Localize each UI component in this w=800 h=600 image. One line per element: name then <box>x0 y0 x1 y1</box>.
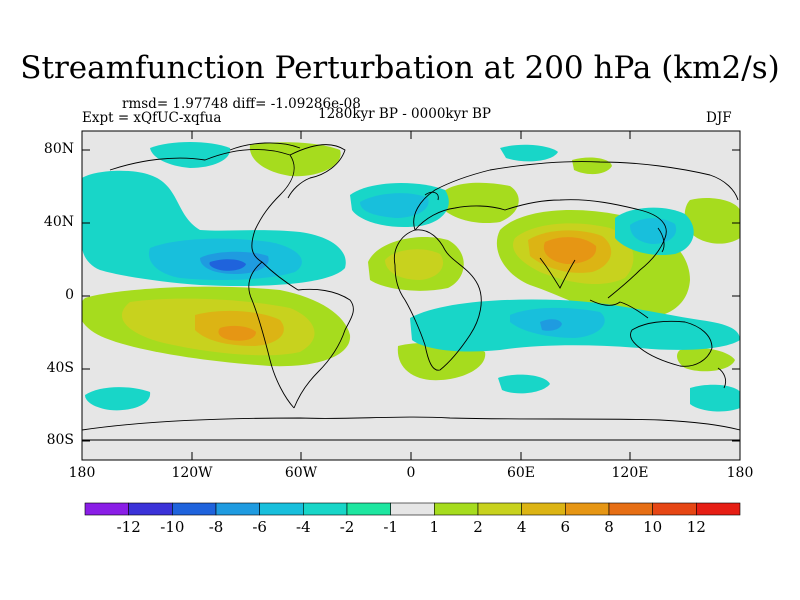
colorbar-swatch <box>608 502 653 516</box>
field-region <box>440 182 519 224</box>
coastline <box>424 191 439 201</box>
field-region <box>498 374 550 394</box>
colorbar-label: -2 <box>339 518 355 536</box>
coastline <box>717 367 727 389</box>
field-region <box>360 193 429 218</box>
lat-label-40n: 40N <box>43 214 74 230</box>
colorbar-swatch <box>303 502 348 516</box>
colorbar-label: 6 <box>560 518 571 536</box>
colorbar-swatch <box>521 502 566 516</box>
coastline <box>589 299 649 319</box>
lon-label-120w: 120W <box>171 465 213 481</box>
field-region <box>540 319 562 331</box>
coastline <box>82 416 740 431</box>
colorbar-label: -8 <box>208 518 224 536</box>
coastline <box>229 142 301 151</box>
colorbar-label: 8 <box>604 518 614 536</box>
lat-tick-marks <box>82 149 740 442</box>
colorbar-swatch <box>477 502 522 516</box>
colorbar-swatch <box>696 502 741 516</box>
contour-fills <box>82 142 740 412</box>
chart-title: Streamfunction Perturbation at 200 hPa (… <box>20 50 780 86</box>
lat-label-equator: 0 <box>65 287 74 303</box>
colorbar-swatch <box>84 502 129 516</box>
colorbar-swatch <box>565 502 610 516</box>
lat-label-80s: 80S <box>46 432 74 448</box>
coastline <box>393 229 482 371</box>
colorbar-swatch <box>652 502 697 516</box>
field-region <box>150 142 231 168</box>
field-region <box>218 325 256 341</box>
field-region <box>543 237 597 264</box>
colorbar-swatch <box>346 502 391 516</box>
season-label: DJF <box>706 110 732 126</box>
colorbar-label: 2 <box>473 518 483 536</box>
coastline <box>629 320 713 367</box>
field-region <box>690 384 740 412</box>
field-region <box>385 249 444 280</box>
colorbar-label: 1 <box>429 518 440 536</box>
lat-label-40s: 40S <box>46 360 74 376</box>
coastline <box>248 261 295 409</box>
period-label: 1280kyr BP - 0000kyr BP <box>318 106 491 122</box>
colorbar-swatch <box>172 502 217 516</box>
lon-label-180w: 180 <box>68 465 96 481</box>
colorbar-label: 4 <box>516 518 527 536</box>
colorbar-label: -1 <box>383 518 398 536</box>
coastline <box>414 199 667 299</box>
colorbar-label: 12 <box>686 518 706 536</box>
field-region <box>85 387 151 411</box>
field-region <box>684 198 740 244</box>
coastline <box>657 227 665 253</box>
colorbar-label: -12 <box>116 518 141 536</box>
lat-label-80n: 80N <box>43 141 74 157</box>
colorbar-label: -10 <box>160 518 185 536</box>
colorbar-swatch <box>390 502 435 516</box>
field-region <box>397 342 486 381</box>
coastline <box>539 257 576 289</box>
lon-label-60e: 60E <box>506 465 536 481</box>
colorbar-swatch <box>259 502 304 516</box>
field-region <box>209 259 246 271</box>
coastline <box>413 161 739 231</box>
field-region <box>500 144 558 162</box>
lon-label-0: 0 <box>406 465 416 481</box>
lon-tick-marks <box>81 131 741 460</box>
rmsd-stats: rmsd= 1.97748 diff= -1.09286e-08 <box>122 96 361 112</box>
colorbar-swatch <box>434 502 479 516</box>
coastline <box>293 288 354 409</box>
lon-label-60w: 60W <box>284 465 318 481</box>
lon-label-120e: 120E <box>611 465 649 481</box>
colorbar-label: -4 <box>296 518 311 536</box>
colorbar-swatch <box>128 502 173 516</box>
colorbar <box>84 502 741 516</box>
lon-label-180e: 180 <box>726 465 754 481</box>
colorbar-swatch <box>215 502 260 516</box>
experiment-label: Expt = xQfUC-xqfua <box>82 110 222 126</box>
colorbar-label: -6 <box>252 518 267 536</box>
coastline <box>287 144 346 199</box>
colorbar-label: 10 <box>643 518 663 536</box>
